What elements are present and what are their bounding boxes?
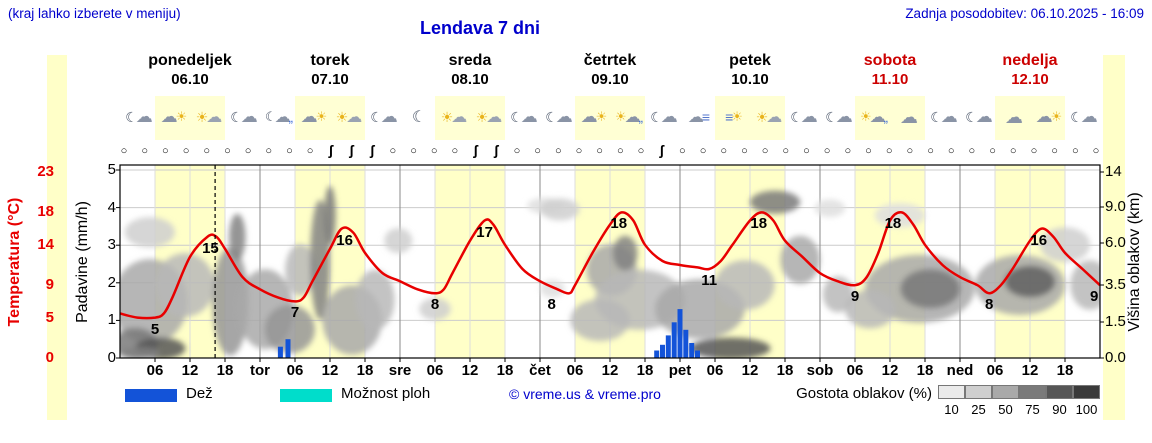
rain-bar bbox=[660, 344, 665, 358]
density-value: 75 bbox=[1025, 402, 1040, 417]
daylight-band-icons bbox=[575, 96, 645, 140]
cloud-blob bbox=[1004, 265, 1056, 298]
cloud-cover-layer bbox=[120, 185, 1100, 358]
temperature-curve bbox=[120, 211, 1100, 320]
density-swatch bbox=[938, 385, 965, 399]
rain-legend-swatch bbox=[125, 389, 177, 402]
showers-legend-swatch bbox=[280, 389, 332, 402]
daylight-band-icons bbox=[995, 96, 1065, 140]
cloud-blob bbox=[229, 213, 246, 261]
cloud-blob bbox=[874, 203, 926, 228]
daylight-band-icons bbox=[295, 96, 365, 140]
cloud-blob bbox=[285, 244, 316, 296]
density-value: 10 bbox=[944, 402, 959, 417]
cloud-blob bbox=[540, 198, 580, 221]
density-swatch bbox=[1019, 385, 1046, 399]
rain-bar bbox=[285, 339, 291, 358]
cloud-blob bbox=[1070, 260, 1100, 310]
cloud-blob bbox=[822, 276, 854, 313]
density-value: 100 bbox=[1075, 402, 1098, 417]
copyright-link[interactable]: © vreme.us & vreme.pro bbox=[509, 386, 661, 402]
cloud-blob bbox=[120, 347, 160, 358]
rain-bar bbox=[695, 350, 700, 358]
cloud-blob bbox=[715, 260, 775, 310]
cloud-height-axis-title: Višina oblakov (km) bbox=[1126, 192, 1143, 332]
cloud-blob bbox=[324, 185, 336, 245]
right-margin-strip bbox=[1103, 55, 1125, 420]
cloud-blob bbox=[814, 199, 846, 217]
cloud-blob bbox=[384, 228, 413, 254]
page-title: Lendava 7 dni bbox=[419, 18, 541, 38]
rain-bar bbox=[671, 322, 677, 358]
density-value: 90 bbox=[1052, 402, 1067, 417]
cloud-blob bbox=[124, 217, 175, 248]
temperature-axis-title: Temperatura (°C) bbox=[6, 197, 23, 327]
daylight-band-icons bbox=[855, 96, 925, 140]
density-swatch bbox=[1046, 385, 1073, 399]
rain-bar bbox=[689, 343, 695, 358]
rain-bar bbox=[665, 335, 671, 358]
last-update-text: Zadnja posodobitev: 06.10.2025 - 16:09 bbox=[905, 6, 1144, 21]
daylight-band-icons bbox=[155, 96, 225, 140]
rain-legend-label: Dež bbox=[186, 385, 213, 402]
density-value: 50 bbox=[998, 402, 1013, 417]
rain-bar bbox=[677, 309, 683, 358]
menu-hint: (kraj lahko izberete v meniju) bbox=[8, 6, 181, 21]
cloud-density-legend-label: Gostota oblakov (%) bbox=[796, 385, 932, 402]
density-swatch bbox=[965, 385, 992, 399]
cloud-blob bbox=[612, 235, 638, 271]
density-swatch bbox=[992, 385, 1019, 399]
daylight-band-icons bbox=[435, 96, 505, 140]
rain-bar bbox=[277, 346, 283, 358]
cloud-blob bbox=[689, 337, 771, 358]
rain-bar bbox=[683, 329, 689, 358]
precipitation-axis-title: Padavine (mm/h) bbox=[74, 201, 91, 323]
density-value: 25 bbox=[971, 402, 986, 417]
cloud-blob bbox=[750, 190, 801, 214]
left-margin-strip bbox=[47, 55, 67, 420]
density-swatch bbox=[1073, 385, 1100, 399]
cloud-blob bbox=[570, 299, 630, 342]
daylight-band-icons bbox=[715, 96, 785, 140]
cloud-blob bbox=[845, 289, 896, 329]
cloud-blob bbox=[900, 269, 961, 309]
cloud-blob bbox=[355, 269, 395, 330]
cloud-blob bbox=[419, 298, 451, 321]
showers-legend-label: Možnost ploh bbox=[341, 385, 431, 402]
cloud-blob bbox=[155, 253, 215, 317]
rain-bar bbox=[654, 350, 660, 358]
cloud-blob bbox=[264, 305, 315, 354]
